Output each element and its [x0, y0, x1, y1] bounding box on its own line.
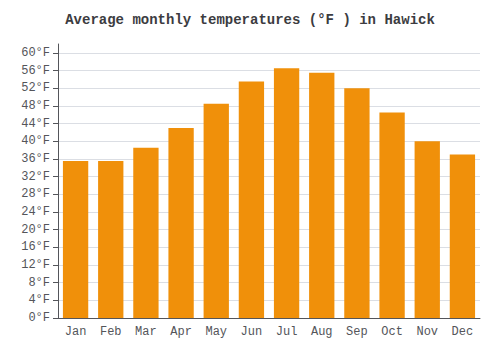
svg-text:Mar: Mar	[135, 325, 157, 339]
svg-text:Dec: Dec	[452, 325, 474, 339]
svg-text:28°F: 28°F	[21, 187, 50, 201]
svg-text:Jan: Jan	[65, 325, 87, 339]
svg-text:Average monthly temperatures (: Average monthly temperatures (°F ) in Ha…	[65, 12, 435, 28]
svg-text:60°F: 60°F	[21, 46, 50, 60]
svg-text:44°F: 44°F	[21, 117, 50, 131]
svg-text:16°F: 16°F	[21, 240, 50, 254]
svg-text:Jun: Jun	[241, 325, 263, 339]
svg-text:24°F: 24°F	[21, 205, 50, 219]
svg-text:36°F: 36°F	[21, 152, 50, 166]
svg-text:Nov: Nov	[416, 325, 438, 339]
svg-text:48°F: 48°F	[21, 99, 50, 113]
svg-text:Apr: Apr	[170, 325, 192, 339]
svg-text:52°F: 52°F	[21, 81, 50, 95]
svg-text:12°F: 12°F	[21, 258, 50, 272]
svg-text:Sep: Sep	[346, 325, 368, 339]
svg-text:56°F: 56°F	[21, 64, 50, 78]
svg-text:0°F: 0°F	[28, 311, 50, 325]
svg-text:8°F: 8°F	[28, 276, 50, 290]
svg-text:32°F: 32°F	[21, 170, 50, 184]
svg-text:40°F: 40°F	[21, 134, 50, 148]
svg-text:20°F: 20°F	[21, 223, 50, 237]
svg-text:4°F: 4°F	[28, 293, 50, 307]
svg-text:Jul: Jul	[276, 325, 298, 339]
svg-text:May: May	[205, 325, 227, 339]
svg-text:Aug: Aug	[311, 325, 333, 339]
svg-text:Oct: Oct	[381, 325, 403, 339]
svg-text:Feb: Feb	[100, 325, 122, 339]
